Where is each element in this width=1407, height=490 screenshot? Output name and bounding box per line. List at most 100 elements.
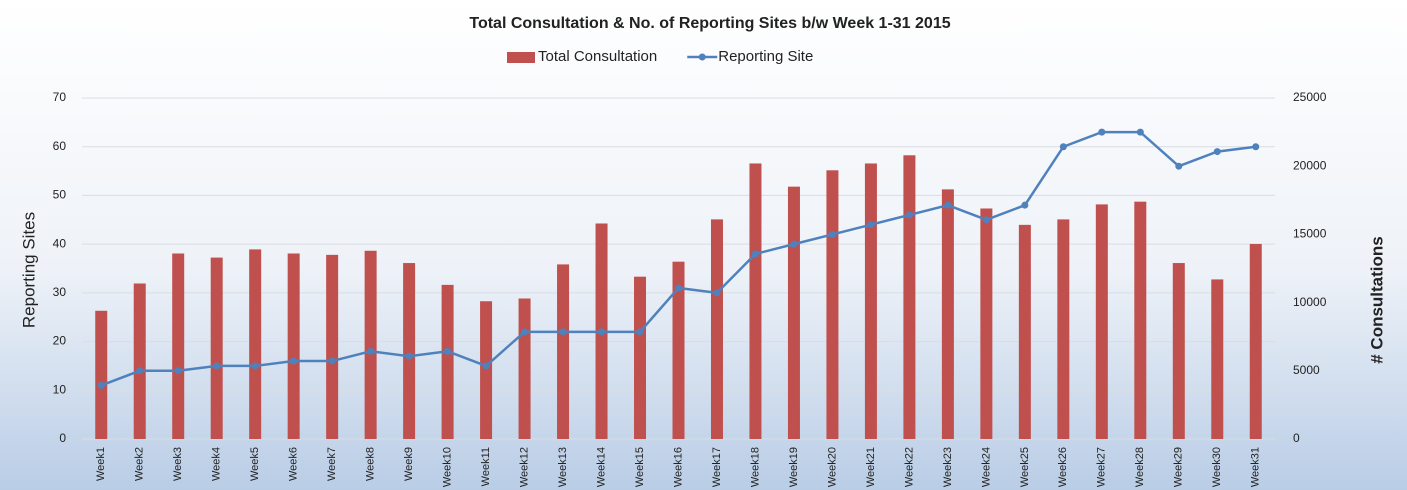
line-point bbox=[521, 328, 529, 336]
line-point bbox=[867, 221, 875, 229]
bar bbox=[634, 276, 647, 439]
y-tick-label: 40 bbox=[53, 236, 67, 250]
x-tick-label: Week25 bbox=[1019, 447, 1031, 487]
y-axis-label: Reporting Sites bbox=[19, 212, 38, 328]
line-point bbox=[1136, 128, 1144, 136]
line-point bbox=[1252, 143, 1260, 151]
x-tick-label: Week2 bbox=[134, 447, 146, 481]
y2-tick-label: 10000 bbox=[1293, 295, 1327, 309]
x-tick-label: Week21 bbox=[865, 447, 877, 487]
line-point bbox=[636, 328, 644, 336]
y-tick-label: 70 bbox=[53, 90, 67, 104]
line-point bbox=[713, 289, 721, 297]
line-point bbox=[251, 362, 259, 370]
bar bbox=[980, 208, 993, 439]
x-tick-label: Week22 bbox=[903, 447, 915, 487]
line-point bbox=[1098, 128, 1106, 136]
line-point bbox=[790, 240, 798, 248]
bar bbox=[326, 254, 339, 439]
legend-swatch bbox=[698, 53, 706, 61]
x-tick-label: Week13 bbox=[557, 447, 569, 487]
y2-tick-label: 25000 bbox=[1293, 90, 1327, 104]
chart-title: Total Consultation & No. of Reporting Si… bbox=[469, 15, 950, 32]
bar bbox=[249, 249, 262, 439]
x-tick-label: Week31 bbox=[1250, 447, 1262, 487]
bar bbox=[518, 298, 531, 439]
line-point bbox=[559, 328, 567, 336]
bar bbox=[787, 186, 800, 439]
y-tick-label: 30 bbox=[53, 285, 67, 299]
x-tick-label: Week16 bbox=[672, 447, 684, 487]
line-point bbox=[944, 201, 952, 209]
x-tick-label: Week12 bbox=[518, 447, 530, 487]
line-point bbox=[1213, 148, 1221, 156]
x-tick-label: Week11 bbox=[480, 447, 492, 486]
x-tick-label: Week6 bbox=[288, 447, 300, 481]
bar bbox=[1057, 219, 1070, 439]
y2-tick-label: 20000 bbox=[1293, 158, 1327, 172]
bar bbox=[364, 250, 377, 439]
bar bbox=[672, 261, 685, 439]
x-tick-label: Week18 bbox=[749, 447, 761, 487]
line-point bbox=[675, 284, 682, 292]
line-point bbox=[328, 357, 336, 365]
legend-swatch bbox=[507, 52, 535, 63]
x-tick-label: Week7 bbox=[326, 447, 338, 481]
line-point bbox=[1175, 162, 1183, 170]
bar bbox=[172, 253, 185, 439]
x-tick-label: Week20 bbox=[826, 447, 838, 487]
line-point bbox=[751, 250, 759, 258]
x-tick-label: Week15 bbox=[634, 447, 646, 487]
x-tick-label: Week14 bbox=[595, 447, 607, 487]
y-tick-label: 10 bbox=[53, 382, 67, 396]
line-point bbox=[1021, 201, 1029, 209]
x-tick-label: Week9 bbox=[403, 447, 415, 481]
line-point bbox=[598, 328, 606, 336]
line-point bbox=[444, 347, 452, 355]
bar bbox=[864, 163, 877, 440]
bar bbox=[441, 284, 454, 439]
bar bbox=[710, 219, 723, 439]
line-point bbox=[367, 347, 375, 355]
line-point bbox=[1059, 143, 1067, 151]
y-tick-label: 20 bbox=[53, 334, 67, 348]
bar bbox=[1249, 243, 1262, 439]
line-point bbox=[405, 352, 413, 360]
y2-tick-label: 5000 bbox=[1293, 363, 1320, 377]
bar bbox=[826, 170, 839, 440]
x-tick-label: Week24 bbox=[980, 447, 992, 487]
x-tick-label: Week28 bbox=[1134, 447, 1146, 487]
bar bbox=[749, 163, 762, 440]
line-point bbox=[905, 211, 913, 219]
line-point bbox=[174, 367, 182, 375]
legend-label: Total Consultation bbox=[538, 48, 657, 65]
bar bbox=[1095, 204, 1108, 439]
x-tick-label: Week19 bbox=[788, 447, 800, 487]
x-tick-label: Week29 bbox=[1173, 447, 1185, 487]
x-tick-label: Week26 bbox=[1057, 447, 1069, 487]
bar bbox=[941, 189, 954, 439]
bar bbox=[557, 264, 570, 439]
bar bbox=[287, 253, 300, 439]
x-tick-label: Week27 bbox=[1096, 447, 1108, 487]
bar bbox=[403, 263, 416, 439]
line-point bbox=[136, 367, 144, 375]
y2-tick-label: 0 bbox=[1293, 431, 1300, 445]
x-tick-label: Week5 bbox=[249, 447, 261, 481]
line-point bbox=[290, 357, 298, 365]
y2-axis-label: # Consultations bbox=[1367, 236, 1386, 364]
y-tick-label: 60 bbox=[53, 139, 67, 153]
bar bbox=[95, 310, 108, 439]
line-point bbox=[828, 230, 836, 238]
bar bbox=[1211, 279, 1224, 439]
bar bbox=[480, 301, 493, 439]
y-tick-label: 50 bbox=[53, 188, 67, 202]
x-tick-label: Week10 bbox=[442, 447, 454, 487]
bar bbox=[210, 257, 223, 439]
x-tick-label: Week30 bbox=[1211, 447, 1223, 487]
line-point bbox=[97, 381, 105, 389]
line-point bbox=[213, 362, 221, 370]
bar bbox=[1172, 263, 1185, 439]
